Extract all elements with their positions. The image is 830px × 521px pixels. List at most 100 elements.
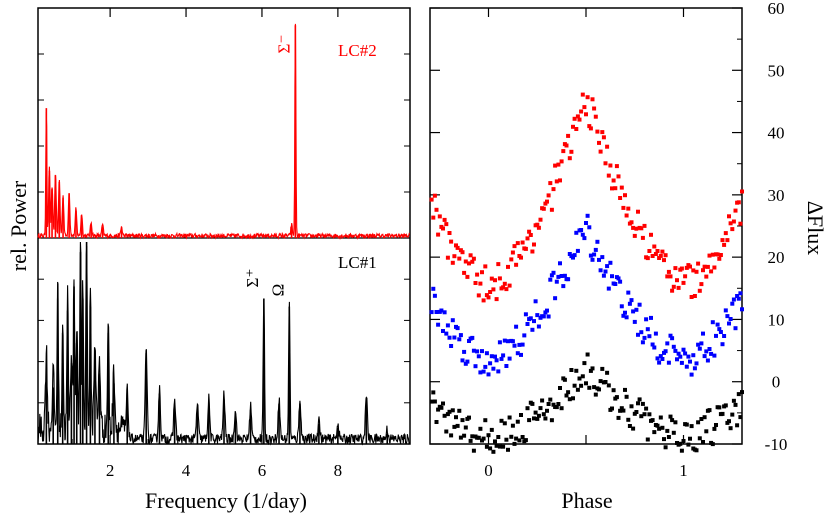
phase-point-middle [720, 342, 725, 347]
phase-point-bottom [631, 426, 636, 431]
phase-point-middle [660, 357, 665, 361]
phase-point-top [697, 288, 702, 293]
phase-point-middle [575, 248, 580, 253]
phase-point-middle [584, 221, 588, 225]
phase-point-middle [574, 230, 579, 235]
phase-point-top [603, 161, 608, 166]
phase-point-bottom [614, 395, 619, 400]
phase-point-middle [452, 335, 457, 340]
phase-point-bottom [574, 368, 579, 373]
phase-point-top [579, 109, 584, 114]
phase-point-bottom [655, 423, 660, 428]
phase-point-bottom [445, 412, 450, 417]
phase-point-top [580, 92, 585, 97]
phase-point-middle [655, 356, 660, 361]
phase-point-bottom [434, 420, 439, 424]
phase-point-bottom [647, 412, 652, 417]
phase-point-middle [653, 331, 658, 336]
phase-point-top [608, 163, 613, 168]
phase-point-top [683, 274, 688, 279]
phase-point-middle [559, 274, 564, 278]
phase-point-top [467, 261, 471, 266]
phase-point-top [585, 95, 590, 100]
phase-point-bottom [493, 439, 497, 444]
phase-point-bottom [447, 409, 452, 414]
phase-point-bottom [559, 406, 564, 411]
phase-point-top [486, 295, 491, 300]
phase-point-middle [678, 354, 683, 359]
phase-point-top [549, 207, 554, 212]
phase-point-middle [447, 335, 452, 340]
phase-frame [429, 7, 743, 445]
phase-point-middle [696, 342, 701, 347]
phase-point-middle [535, 313, 540, 318]
phase-point-top [660, 249, 665, 254]
phase-point-top [538, 217, 543, 222]
phase-point-middle [571, 255, 575, 260]
y-axis-label-dflux: ΔFlux [803, 201, 828, 256]
phase-point-top [489, 276, 494, 281]
phase-point-middle [458, 333, 463, 338]
phase-point-middle [442, 310, 447, 315]
phase-point-top [636, 209, 640, 214]
phase-point-bottom [556, 402, 561, 406]
phase-point-top [623, 193, 627, 198]
phase-point-middle [467, 339, 471, 343]
phase-point-top [582, 105, 587, 110]
phase-point-middle [717, 327, 722, 332]
phase-point-bottom [636, 401, 640, 406]
phase-point-middle [639, 330, 644, 335]
phase-point-top [595, 129, 600, 134]
phase-point-bottom [616, 415, 621, 420]
phase-point-top [478, 281, 483, 286]
phase-point-bottom [684, 422, 689, 427]
phase-point-middle [590, 257, 595, 262]
phase-point-bottom [727, 419, 731, 424]
phase-point-top [640, 235, 645, 240]
phase-point-top [629, 220, 634, 225]
phase-point-bottom [494, 443, 499, 448]
phase-point-middle [475, 349, 480, 354]
phase-point-top [710, 252, 715, 257]
phase-point-bottom [626, 417, 631, 422]
phase-point-top [730, 227, 735, 232]
phase-point-middle [616, 276, 621, 281]
phase-point-bottom [514, 436, 519, 441]
phase-point-bottom [546, 402, 551, 406]
phase-point-top [740, 189, 744, 194]
phase-point-top [662, 258, 666, 263]
phase-point-middle [431, 286, 436, 291]
phase-point-top [497, 276, 502, 281]
phase-point-top [564, 143, 569, 148]
phase-point-middle [650, 342, 655, 347]
phase-point-top [575, 114, 580, 119]
phase-point-middle [601, 273, 606, 278]
phase-point-top [525, 236, 530, 241]
phase-point-middle [536, 324, 541, 329]
phase-point-top [626, 206, 631, 211]
phase-point-top [668, 274, 673, 279]
phase-point-top [465, 274, 470, 279]
phase-point-bottom [520, 435, 525, 439]
phase-point-bottom [618, 408, 623, 413]
phase-point-top [520, 240, 525, 245]
phase-point-middle [471, 348, 476, 353]
phase-point-top [515, 241, 520, 246]
phase-point-middle [533, 299, 538, 304]
phase-point-middle [510, 339, 515, 344]
phase-point-middle [566, 277, 571, 282]
phase-point-middle [462, 349, 467, 354]
x-tick-label: 4 [182, 461, 191, 480]
phase-point-top [684, 265, 689, 270]
phase-point-middle [631, 309, 636, 314]
phase-point-bottom [720, 411, 725, 416]
phase-point-middle [525, 322, 530, 326]
phase-point-top [619, 185, 624, 190]
x-tick-label: 6 [258, 461, 267, 480]
phase-point-top [501, 285, 506, 290]
phase-point-bottom [471, 448, 476, 453]
phase-point-middle [478, 370, 483, 375]
phase-point-bottom [519, 413, 523, 417]
phase-point-top [691, 268, 696, 273]
